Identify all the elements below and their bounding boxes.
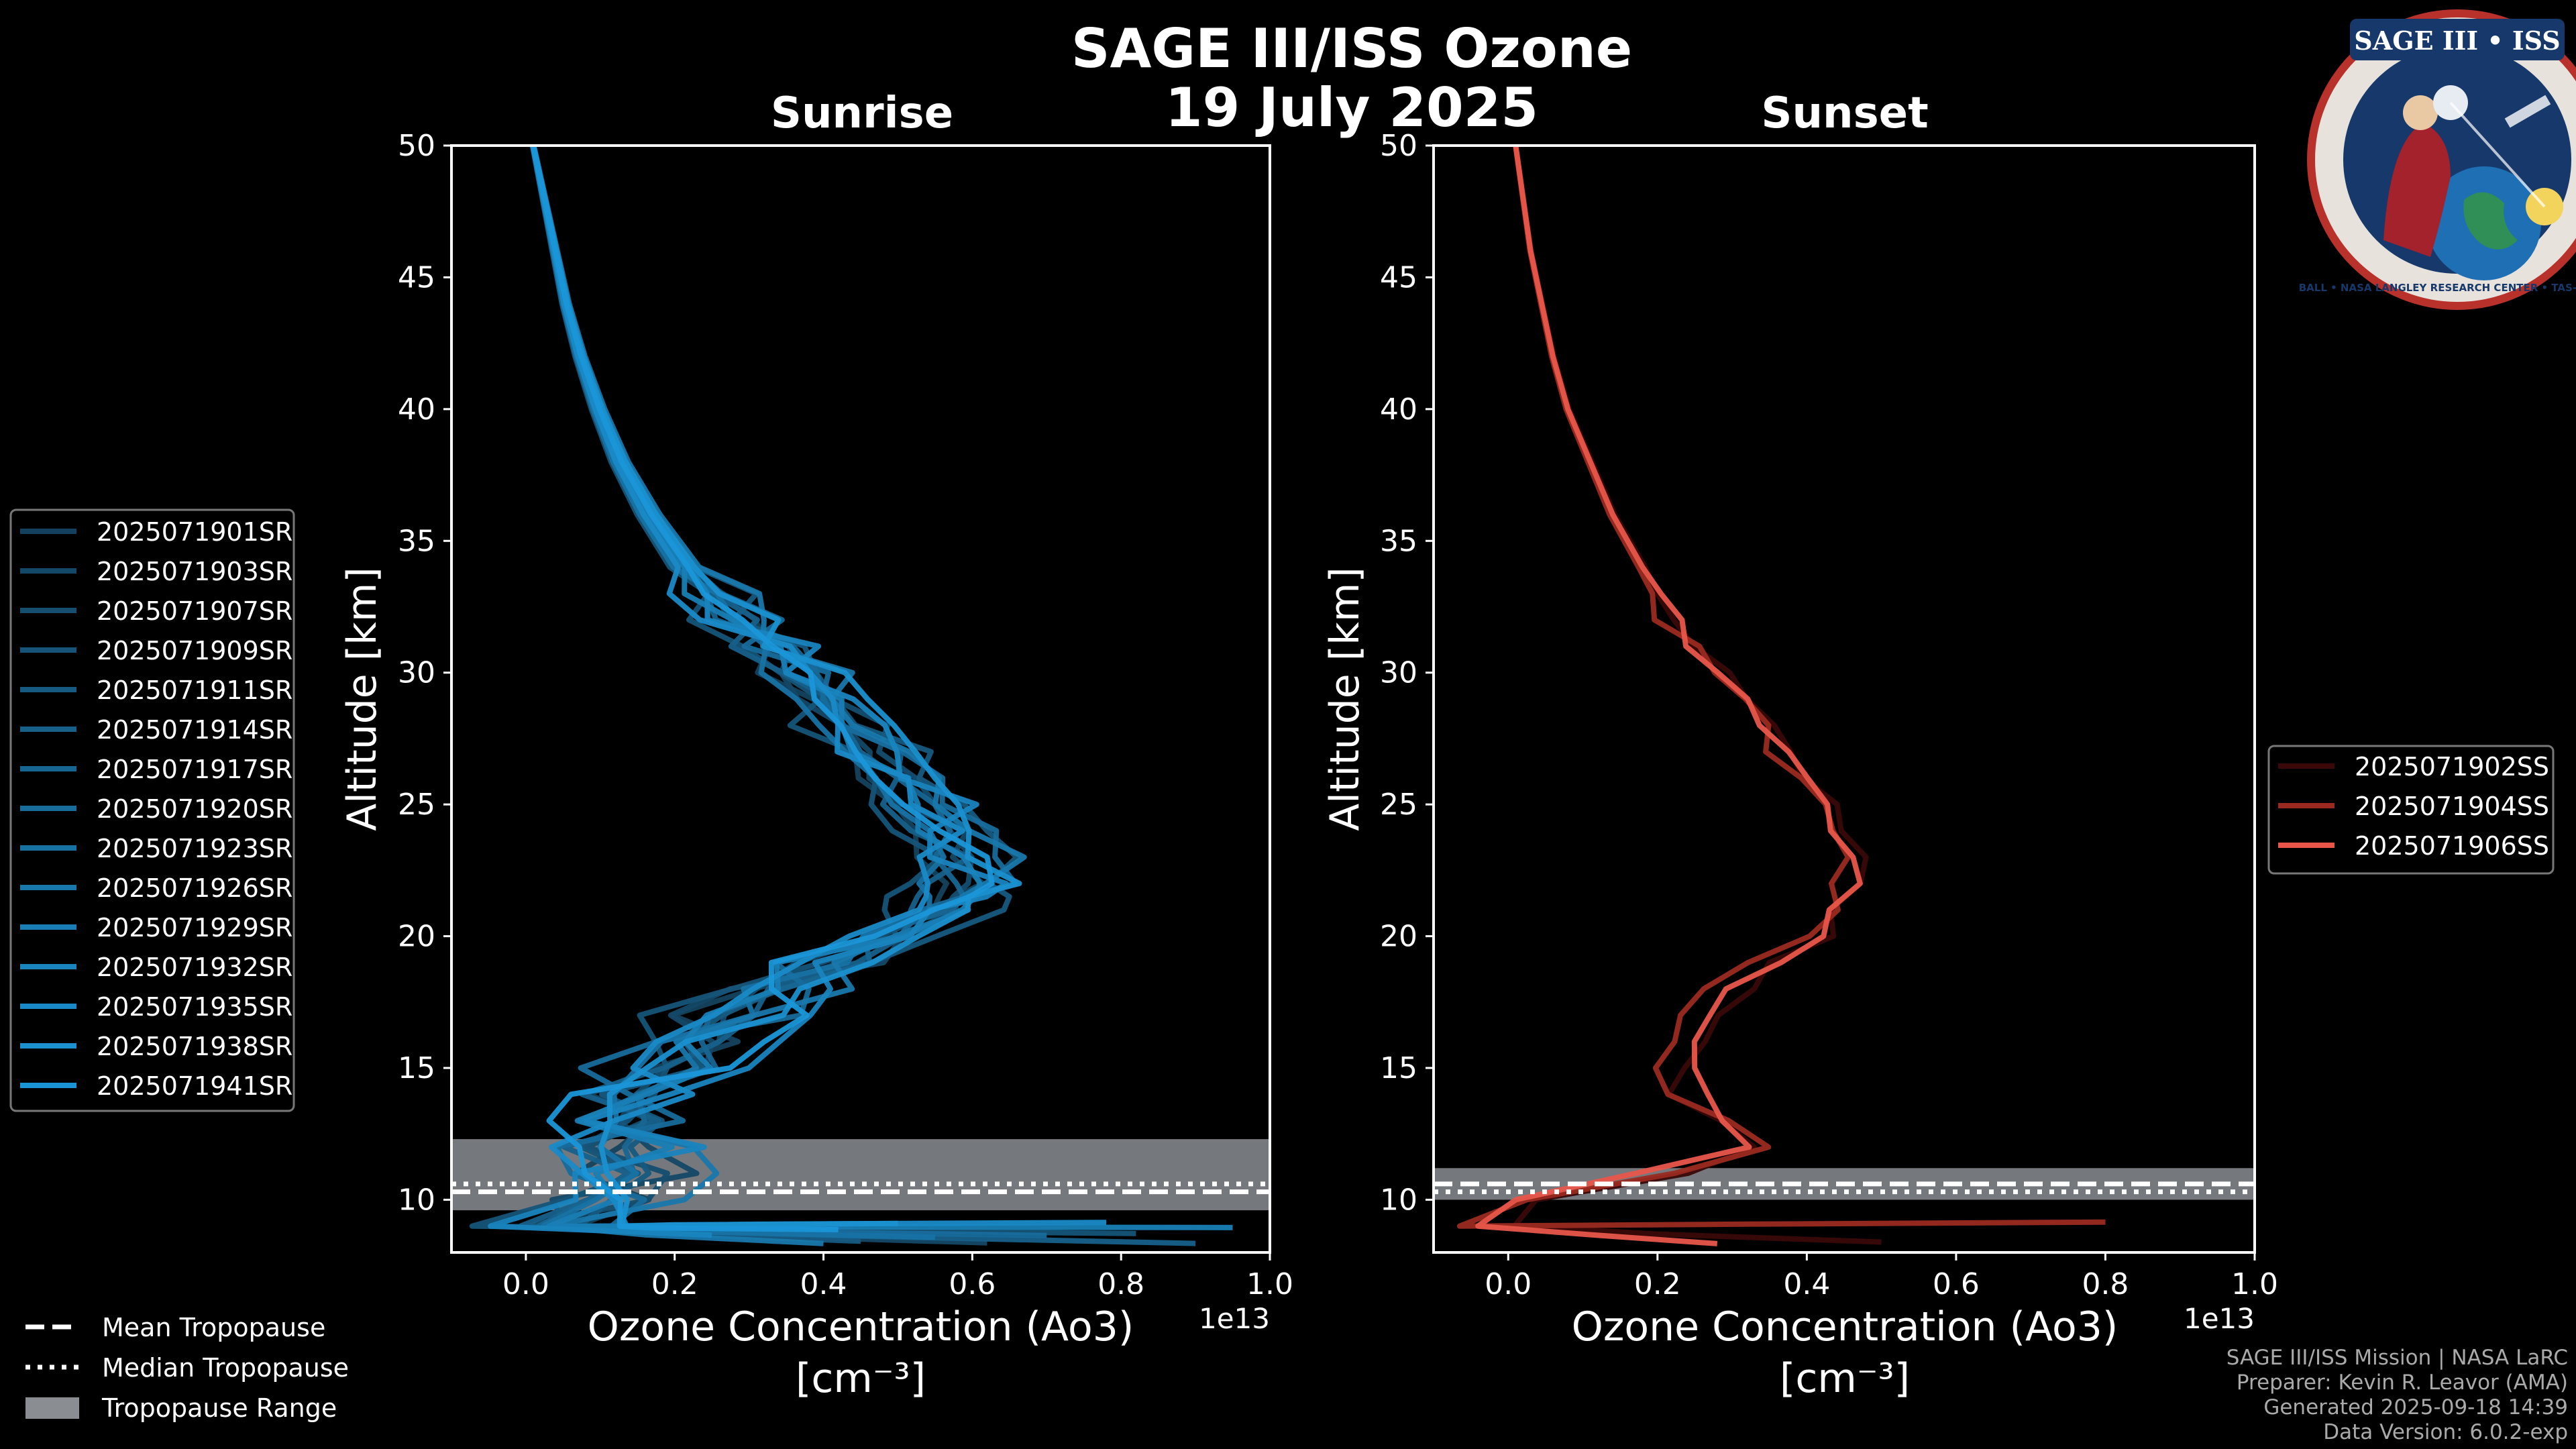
sunrise-x-tick-label: 0.4	[800, 1267, 847, 1301]
sunrise-legend-label: 2025071923SR	[97, 834, 292, 863]
sunrise-series-line	[530, 145, 1107, 1229]
figure-title-line1: SAGE III/ISS Ozone	[1071, 17, 1632, 80]
sunrise-legend-label: 2025071911SR	[97, 676, 292, 705]
figure-title-line2: 19 July 2025	[1165, 76, 1538, 139]
sunrise-legend-label: 2025071938SR	[97, 1032, 292, 1061]
sunrise-ylabel: Altitude [km]	[339, 567, 386, 831]
sunset-x-tick-label: 0.6	[1933, 1267, 1980, 1301]
sunset-panel: Sunset 0.0 0.2 0.4 0.6 0.8 1.0 10 15 20 25 30 35 40 4…	[1322, 89, 2278, 1402]
sunrise-legend-label: 2025071941SR	[97, 1071, 292, 1101]
footer-line3: Generated 2025-09-18 14:39	[2263, 1395, 2568, 1419]
sunset-x-tick-label: 0.0	[1485, 1267, 1532, 1301]
sunrise-legend-label: 2025071917SR	[97, 755, 292, 784]
mean-tropopause-label: Mean Tropopause	[102, 1313, 325, 1342]
sunrise-legend-label: 2025071929SR	[97, 913, 292, 943]
sunset-legend-label: 2025071904SS	[2355, 792, 2549, 821]
logo-banner	[2350, 19, 2565, 60]
sunset-legend-label: 2025071906SS	[2355, 831, 2549, 861]
sunrise-x-tick-label: 0.0	[502, 1267, 549, 1301]
sunrise-legend-label: 2025071914SR	[97, 715, 292, 745]
sunset-legend-entries: 2025071902SS 2025071904SS 2025071906SS	[2278, 752, 2549, 861]
sunrise-legend-label: 2025071926SR	[97, 873, 292, 903]
sunset-y-tick-label: 25	[1380, 788, 1417, 822]
sunrise-y-tick-label: 40	[398, 392, 435, 427]
sunset-xlabel-line2: [cm⁻³]	[1780, 1355, 1910, 1402]
sunrise-y-tick-label: 20	[398, 920, 435, 954]
footer-line4: Data Version: 6.0.2-exp	[2323, 1420, 2568, 1444]
sunrise-legend-label: 2025071901SR	[97, 517, 292, 547]
sunrise-y-tick-label: 10	[398, 1183, 435, 1217]
sunset-y-tick-label: 40	[1380, 392, 1417, 427]
sunrise-x-tick-label: 1.0	[1246, 1267, 1293, 1301]
sunset-series-line	[1475, 145, 1863, 1246]
tropopause-legend: Mean Tropopause Median Tropopause Tropop…	[25, 1313, 349, 1423]
sunset-x-tick-label: 0.8	[2082, 1267, 2129, 1301]
sunrise-x-tick-label: 0.8	[1097, 1267, 1144, 1301]
sunrise-series-line	[531, 145, 1022, 1229]
sunrise-legend-box	[9, 508, 295, 1112]
logo-figure	[2383, 123, 2451, 257]
footer-line1: SAGE III/ISS Mission | NASA LaRC	[2226, 1346, 2568, 1370]
sunrise-x-tick-label: 0.2	[651, 1267, 698, 1301]
sunset-y-tick-label: 45	[1380, 260, 1417, 294]
logo-ring-text: BALL • NASA LANGLEY RESEARCH CENTER • TA…	[2299, 282, 2576, 294]
sunset-x-tick-label: 0.4	[1783, 1267, 1830, 1301]
sunset-ylabel: Altitude [km]	[1322, 567, 1368, 831]
logo-figure-head	[2403, 95, 2438, 130]
sunset-x-tick-label: 1.0	[2231, 1267, 2278, 1301]
tropopause-range-swatch	[25, 1397, 79, 1419]
sunrise-y-tick-label: 45	[398, 260, 435, 294]
sunrise-legend-label: 2025071909SR	[97, 636, 292, 665]
sunset-y-tick-label: 30	[1380, 656, 1417, 690]
sunrise-x-tick-label: 0.6	[949, 1267, 996, 1301]
sunset-profile-lines	[1434, 145, 2255, 1246]
logo-beam	[2449, 101, 2546, 208]
sunset-legend-label: 2025071902SS	[2355, 752, 2549, 782]
sunrise-panel-title: Sunrise	[771, 89, 953, 138]
sunset-legend-box	[2267, 745, 2555, 875]
sunrise-xlabel-line1: Ozone Concentration (Ao3)	[588, 1303, 1134, 1350]
sunset-y-tick-label: 15	[1380, 1051, 1417, 1085]
sunrise-xlabel-line2: [cm⁻³]	[796, 1355, 926, 1402]
sunset-axis-ticks: 0.0 0.2 0.4 0.6 0.8 1.0 10 15 20 25 30 35 40 45 50	[1380, 129, 2278, 1301]
sunset-panel-title: Sunset	[1761, 89, 1928, 138]
sunrise-y-tick-label: 15	[398, 1051, 435, 1085]
sunset-x-tick-label: 0.2	[1634, 1267, 1681, 1301]
sunrise-legend-label: 2025071920SR	[97, 794, 292, 824]
logo-continent	[2463, 192, 2518, 250]
sunset-x-offset: 1e13	[2184, 1302, 2255, 1335]
sunset-y-tick-label: 50	[1380, 129, 1417, 163]
sunrise-axis-ticks: 0.0 0.2 0.4 0.6 0.8 1.0 10 15 20 25 30 35 40 45 50	[398, 129, 1293, 1301]
sunrise-y-tick-label: 30	[398, 656, 435, 690]
sunrise-legend-label: 2025071935SR	[97, 992, 292, 1022]
sunrise-x-offset: 1e13	[1199, 1302, 1270, 1335]
sunrise-plot-frame	[450, 144, 1271, 1254]
sunset-plot-frame	[1432, 144, 2256, 1254]
footer-credits: SAGE III/ISS Mission | NASA LaRC Prepare…	[2226, 1346, 2568, 1444]
sunset-y-tick-label: 10	[1380, 1183, 1417, 1217]
sunset-y-tick-label: 20	[1380, 920, 1417, 954]
sunset-y-tick-label: 35	[1380, 524, 1417, 558]
sage-iss-logo: SAGE III • ISS BALL • NASA LANGLEY RESEA…	[2299, 9, 2576, 310]
sunrise-y-tick-label: 50	[398, 129, 435, 163]
sunrise-legend-label: 2025071932SR	[97, 953, 292, 982]
sunrise-legend-label: 2025071907SR	[97, 596, 292, 626]
sunset-xlabel-line1: Ozone Concentration (Ao3)	[1572, 1303, 2118, 1350]
sunrise-legend: 2025071901SR 2025071903SR 2025071907SR 2025…	[9, 508, 295, 1112]
logo-station	[2504, 95, 2551, 128]
footer-line2: Preparer: Kevin R. Leavor (AMA)	[2237, 1371, 2568, 1395]
sunset-legend: 2025071902SS 2025071904SS 2025071906SS	[2267, 745, 2555, 875]
tropopause-range-label: Tropopause Range	[101, 1393, 337, 1423]
sunrise-y-tick-label: 35	[398, 524, 435, 558]
median-tropopause-label: Median Tropopause	[102, 1353, 349, 1383]
sunrise-y-tick-label: 25	[398, 788, 435, 822]
sunrise-series-line	[530, 145, 995, 1232]
logo-top-text: SAGE III • ISS	[2354, 25, 2560, 56]
sunrise-legend-label: 2025071903SR	[97, 557, 292, 586]
sunrise-legend-entries: 2025071901SR 2025071903SR 2025071907SR 2025…	[20, 517, 292, 1101]
sunrise-panel: Sunrise 0.0 0.2 0.4 0.6 0.8 1.0 10 15 20 25 30 35 40…	[339, 89, 1293, 1402]
sunrise-profile-lines	[451, 145, 1270, 1246]
